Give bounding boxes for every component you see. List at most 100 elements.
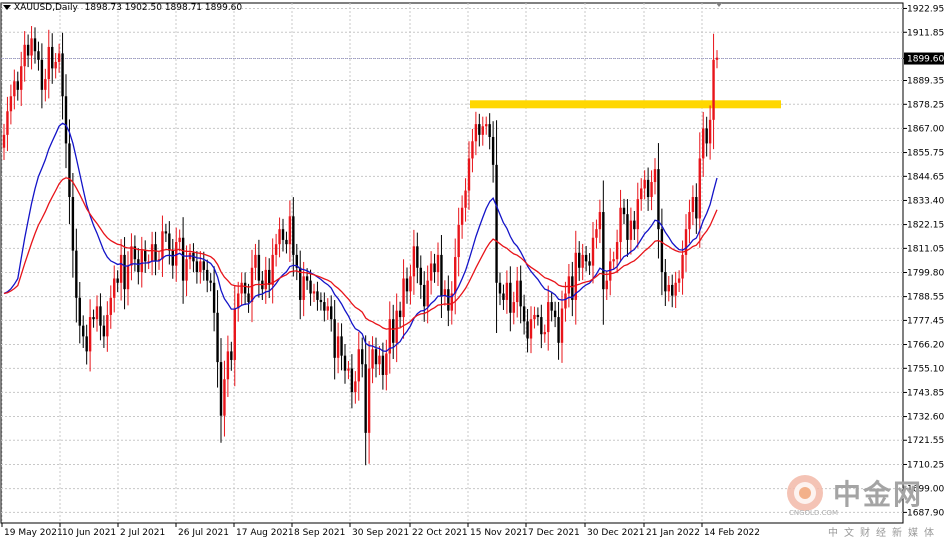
candle-bear [522, 306, 526, 322]
candle-bear [660, 229, 664, 273]
candle-bear [519, 280, 522, 307]
candle-bear [502, 293, 505, 300]
candle-bull [409, 276, 412, 292]
candle-bear [99, 306, 102, 326]
candle-bear [209, 280, 212, 283]
dropdown-arrow-icon[interactable] [3, 5, 11, 10]
candle-bull [371, 349, 374, 369]
candle-bull [688, 212, 691, 230]
candle-bear [285, 239, 288, 245]
candle-bear [374, 349, 378, 365]
candle-bull [429, 263, 433, 281]
candle-bull [712, 59, 715, 120]
candle-bull [653, 169, 657, 183]
candle-bear [305, 276, 309, 281]
candle-bull [223, 379, 226, 416]
y-tick-label: 1844.65 [907, 172, 944, 182]
candle-bear [622, 207, 626, 215]
y-tick-label: 1699.00 [907, 485, 944, 495]
candle-bull [708, 119, 712, 144]
candle-bull [674, 282, 677, 296]
shift-marker-icon [716, 3, 722, 7]
candle-bull [199, 261, 202, 273]
candle-bear [123, 254, 126, 290]
candle-bull [457, 224, 460, 258]
candle-bear [343, 355, 347, 371]
candle-bull [677, 278, 681, 283]
candle-bull [354, 381, 357, 393]
x-tick-label: 22 Oct 2021 [412, 528, 468, 538]
y-tick-label: 1911.85 [907, 28, 944, 38]
candle-bull [250, 267, 254, 303]
chart-title: XAUUSD,Daily 1898.73 1902.50 1898.71 189… [14, 3, 242, 13]
candle-bull [443, 289, 447, 296]
y-tick-label: 1799.80 [907, 268, 944, 278]
x-tick-label: 30 Dec 2021 [587, 528, 645, 538]
candle-bear [16, 81, 19, 90]
x-tick-label: 17 Aug 2021 [236, 528, 294, 538]
candle-bear [498, 282, 502, 294]
candle-bear [85, 336, 88, 352]
candle-bear [323, 302, 326, 311]
watermark-cn: 中金网 [833, 478, 924, 511]
candle-bear [381, 355, 385, 375]
candle-bear [578, 252, 581, 268]
y-tick-label: 1721.55 [907, 436, 944, 446]
cngold-logo-icon [787, 475, 823, 511]
candle-bull [560, 308, 564, 343]
candle-bear [78, 297, 81, 326]
candle-bull [119, 254, 123, 283]
candle-bull [464, 190, 467, 208]
candle-bull [178, 237, 181, 243]
candle-bull [543, 332, 546, 335]
candle-bull [288, 216, 292, 245]
candle-bull [426, 280, 429, 307]
candle-bear [168, 233, 171, 251]
candle-bull [698, 158, 701, 219]
x-tick-label: 30 Sep 2021 [352, 528, 409, 538]
candle-bull [636, 199, 639, 230]
candle-bull [54, 61, 57, 69]
candle-bear [309, 280, 312, 294]
candle-bull [516, 280, 519, 303]
candle-bear [61, 53, 64, 97]
candle-bear [488, 124, 491, 137]
candle-bull [88, 317, 92, 352]
candle-bull [240, 282, 243, 294]
candle-bear [40, 59, 44, 90]
candle-bull [237, 293, 240, 309]
candle-bear [588, 261, 591, 266]
candle-bear [268, 269, 271, 285]
candle-bull [126, 265, 130, 290]
candle-bear [75, 250, 78, 298]
candle-bear [316, 291, 319, 300]
candle-bull [147, 261, 150, 263]
candle-bear [247, 293, 250, 303]
candle-bear [478, 124, 481, 135]
candle-bull [2, 134, 6, 148]
candle-bull [505, 282, 509, 300]
x-tick-label: 2 Jul 2021 [120, 528, 165, 538]
candle-bull [185, 259, 188, 281]
candle-bull [533, 314, 536, 320]
candle-bear [705, 128, 708, 144]
ma-fast-line [3, 122, 718, 352]
x-tick-label: 21 Jan 2022 [646, 528, 700, 538]
candle-bull [95, 306, 99, 320]
candle-bear [553, 310, 557, 318]
candle-bear [361, 349, 364, 365]
candle-bull [367, 368, 371, 433]
candle-bull [612, 259, 615, 262]
candle-bull [619, 207, 622, 243]
candle-bear [416, 246, 419, 268]
y-tick-label: 1755.10 [907, 364, 944, 374]
candle-bull [274, 244, 278, 255]
candle-bull [336, 336, 340, 358]
candle-bull [640, 188, 643, 200]
candle-bear [626, 214, 629, 240]
candle-bear [71, 197, 75, 251]
x-tick-label: 15 Nov 2021 [470, 528, 528, 538]
candle-bear [82, 325, 85, 337]
candle-bull [233, 308, 236, 360]
